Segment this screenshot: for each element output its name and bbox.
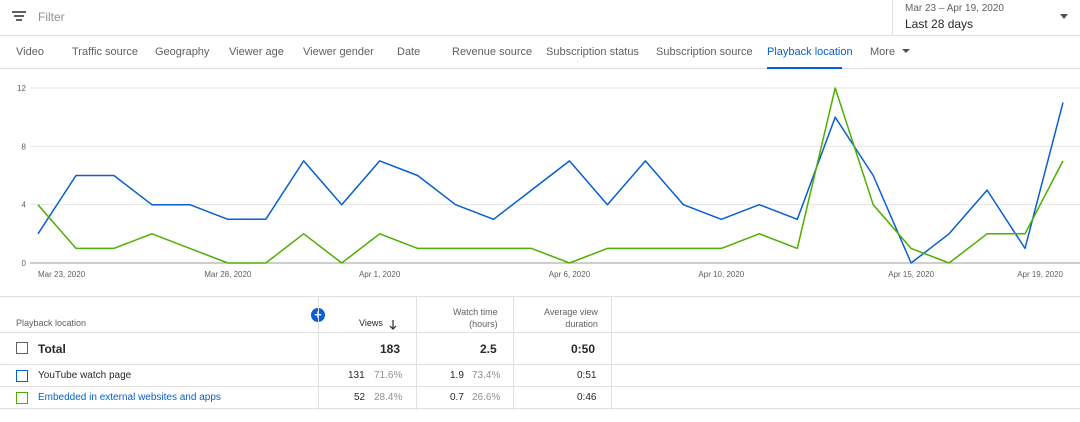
tab-subscription-status[interactable]: Subscription status — [546, 46, 639, 58]
header-playback-location[interactable]: Playback location — [16, 318, 87, 328]
tab-viewer-age[interactable]: Viewer age — [229, 46, 284, 58]
total-views: 183 — [380, 342, 401, 356]
x-tick-label: Mar 23, 2020 — [38, 270, 86, 279]
row-watch-pct: 26.6% — [472, 392, 501, 403]
row-views: 52 — [354, 392, 366, 403]
total-label: Total — [38, 342, 66, 356]
column-divider — [611, 297, 612, 410]
x-tick-label: Apr 15, 2020 — [888, 270, 934, 279]
tab-more[interactable]: More — [870, 46, 911, 58]
row-label[interactable]: Embedded in external websites and apps — [38, 392, 221, 403]
x-tick-label: Mar 28, 2020 — [204, 270, 252, 279]
total-watch-time: 2.5 — [480, 342, 497, 356]
date-range-selector[interactable]: Mar 23 – Apr 19, 2020 Last 28 days — [892, 0, 1080, 36]
y-tick-label: 12 — [17, 84, 26, 93]
y-tick-label: 8 — [22, 142, 27, 151]
tab-viewer-gender[interactable]: Viewer gender — [303, 46, 374, 58]
tab-traffic-source[interactable]: Traffic source — [72, 46, 139, 58]
row-views-pct: 28.4% — [374, 392, 403, 403]
tab-date[interactable]: Date — [397, 46, 421, 58]
total-checkbox[interactable] — [16, 342, 28, 354]
filter-icon[interactable] — [12, 11, 26, 21]
series-line-youtube-watch-page — [37, 102, 1064, 264]
y-tick-label: 0 — [22, 259, 27, 268]
row-divider — [0, 364, 1080, 365]
row-divider — [0, 386, 1080, 387]
row-watch-time: 0.7 — [450, 392, 464, 403]
x-tick-label: Apr 6, 2020 — [549, 270, 591, 279]
y-tick-label: 4 — [22, 201, 27, 210]
active-tab-indicator — [767, 67, 842, 69]
row-views: 131 — [348, 370, 365, 381]
tab-subscription-source[interactable]: Subscription source — [656, 46, 753, 58]
row-avg-view-duration: 0:46 — [577, 392, 597, 403]
row-views-pct: 71.6% — [374, 370, 403, 381]
x-tick-label: Apr 1, 2020 — [359, 270, 401, 279]
header-views[interactable]: Views — [359, 318, 383, 328]
line-chart: 0 4 8 12 Mar 23, 2020 Mar 28, 2020 Apr 1, 2020… — [0, 70, 1080, 296]
row-divider — [0, 332, 1080, 333]
row-divider — [0, 408, 1080, 409]
divider — [0, 296, 1080, 297]
date-range-text: Mar 23 – Apr 19, 2020 — [905, 3, 1004, 14]
sort-down-icon[interactable] — [389, 320, 397, 330]
column-divider — [416, 297, 417, 410]
header-avd-line2: duration — [565, 319, 598, 329]
header-watch-time-line1: Watch time — [453, 307, 498, 317]
total-avg-view-duration: 0:50 — [571, 342, 596, 356]
row-checkbox-embedded[interactable] — [16, 392, 28, 404]
chevron-down-icon — [902, 49, 911, 53]
x-tick-label: Apr 10, 2020 — [698, 270, 744, 279]
row-checkbox-watch-page[interactable] — [16, 370, 28, 382]
row-watch-time: 1.9 — [450, 370, 464, 381]
row-avg-view-duration: 0:51 — [577, 370, 597, 381]
row-label: YouTube watch page — [38, 370, 132, 381]
tab-more-label: More — [870, 46, 896, 58]
tab-geography[interactable]: Geography — [155, 46, 210, 58]
tab-revenue-source[interactable]: Revenue source — [452, 46, 533, 58]
column-divider — [513, 297, 514, 410]
date-preset-text: Last 28 days — [905, 17, 974, 31]
x-tick-label: Apr 19, 2020 — [1017, 270, 1063, 279]
chart-svg: 0 4 8 12 Mar 23, 2020 Mar 28, 2020 Apr 1, 2020… — [17, 84, 1080, 279]
column-divider — [318, 297, 319, 410]
tab-video[interactable]: Video — [16, 46, 44, 58]
header-avg-view-duration[interactable]: Average view duration — [544, 306, 598, 330]
row-watch-pct: 73.4% — [472, 370, 501, 381]
header-watch-time-line2: (hours) — [469, 319, 498, 329]
dropdown-caret-icon — [1060, 14, 1068, 19]
header-watch-time[interactable]: Watch time (hours) — [453, 306, 498, 330]
series-line-embedded — [37, 87, 1064, 264]
filter-input[interactable]: Filter — [38, 10, 65, 24]
tab-playback-location[interactable]: Playback location — [767, 46, 853, 58]
report-tabs: Video Traffic source Geography Viewer ag… — [0, 36, 1080, 69]
filter-bar: Filter Mar 23 – Apr 19, 2020 Last 28 day… — [0, 0, 1080, 36]
header-avd-line1: Average view — [544, 307, 598, 317]
